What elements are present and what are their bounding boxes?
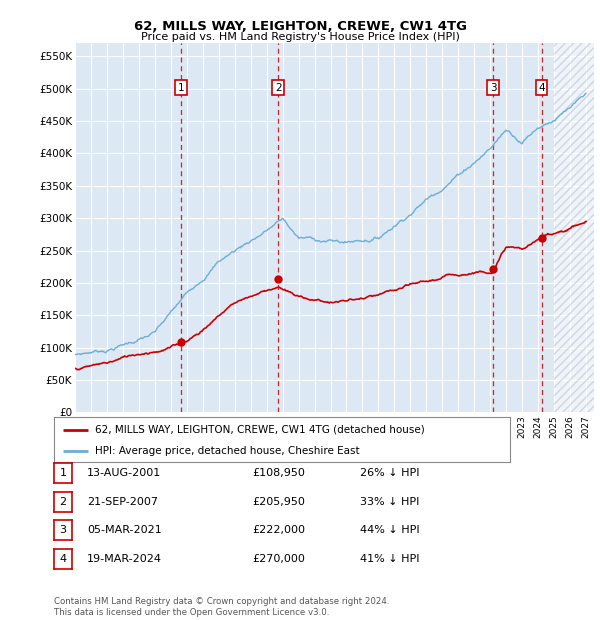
Text: 2: 2 — [275, 82, 281, 92]
Text: 62, MILLS WAY, LEIGHTON, CREWE, CW1 4TG: 62, MILLS WAY, LEIGHTON, CREWE, CW1 4TG — [133, 20, 467, 33]
Text: 41% ↓ HPI: 41% ↓ HPI — [360, 554, 419, 564]
Text: £222,000: £222,000 — [252, 525, 305, 535]
Text: Contains HM Land Registry data © Crown copyright and database right 2024.
This d: Contains HM Land Registry data © Crown c… — [54, 598, 389, 617]
Text: £108,950: £108,950 — [252, 468, 305, 478]
Text: Price paid vs. HM Land Registry's House Price Index (HPI): Price paid vs. HM Land Registry's House … — [140, 32, 460, 42]
Text: 44% ↓ HPI: 44% ↓ HPI — [360, 525, 419, 535]
Text: £205,950: £205,950 — [252, 497, 305, 507]
Text: 3: 3 — [59, 525, 67, 535]
Text: 3: 3 — [490, 82, 496, 92]
Text: £270,000: £270,000 — [252, 554, 305, 564]
Text: 2: 2 — [59, 497, 67, 507]
Text: 1: 1 — [59, 468, 67, 478]
Text: 05-MAR-2021: 05-MAR-2021 — [87, 525, 162, 535]
Bar — [554, 43, 594, 412]
Text: 26% ↓ HPI: 26% ↓ HPI — [360, 468, 419, 478]
Text: 19-MAR-2024: 19-MAR-2024 — [87, 554, 162, 564]
Text: 62, MILLS WAY, LEIGHTON, CREWE, CW1 4TG (detached house): 62, MILLS WAY, LEIGHTON, CREWE, CW1 4TG … — [95, 425, 425, 435]
Text: 21-SEP-2007: 21-SEP-2007 — [87, 497, 158, 507]
Text: HPI: Average price, detached house, Cheshire East: HPI: Average price, detached house, Ches… — [95, 446, 359, 456]
Text: 4: 4 — [538, 82, 545, 92]
Text: 13-AUG-2001: 13-AUG-2001 — [87, 468, 161, 478]
Text: 1: 1 — [178, 82, 184, 92]
Text: 33% ↓ HPI: 33% ↓ HPI — [360, 497, 419, 507]
Text: 4: 4 — [59, 554, 67, 564]
